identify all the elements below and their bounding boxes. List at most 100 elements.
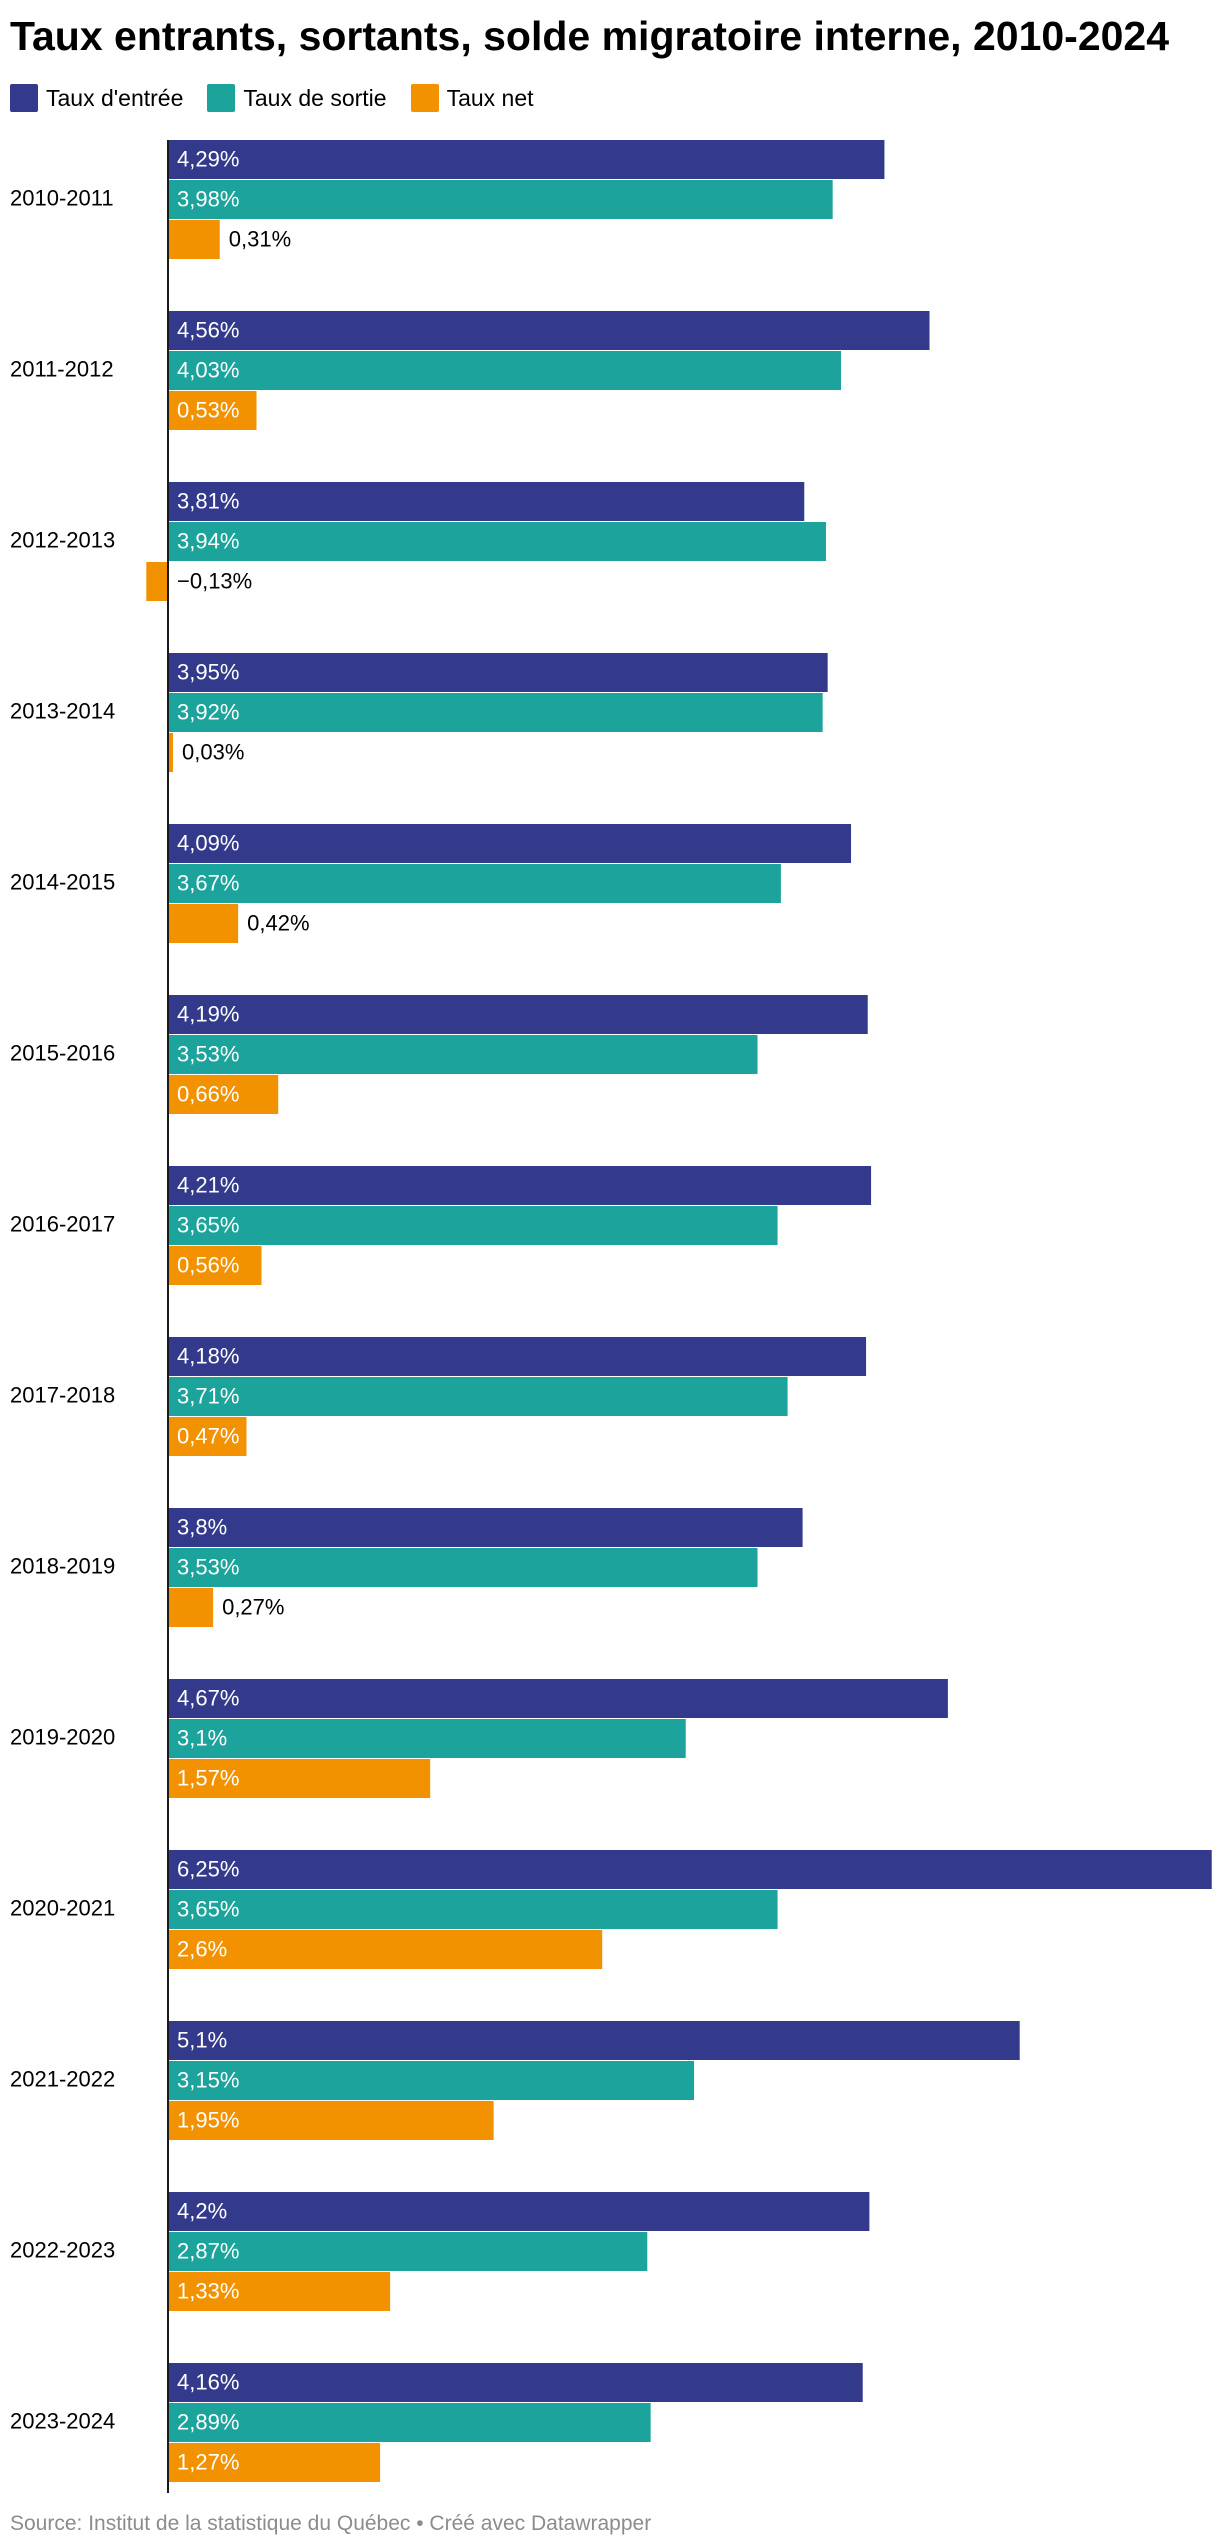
bar (168, 311, 930, 350)
bar (168, 1337, 867, 1376)
bar (168, 653, 828, 692)
bar (168, 733, 174, 772)
legend: Taux d'entrée Taux de sortie Taux net (10, 82, 558, 114)
value-label: 0,31% (229, 226, 291, 251)
value-label: 4,67% (177, 1685, 239, 1710)
category-label: 2013-2014 (10, 698, 115, 723)
bar (168, 1588, 214, 1627)
bar (168, 482, 805, 521)
bar (168, 2101, 494, 2140)
category-label: 2012-2013 (10, 527, 115, 552)
legend-label: Taux d'entrée (46, 84, 184, 111)
value-label: 3,71% (177, 1383, 239, 1408)
bar (168, 1930, 603, 1969)
value-label: 0,27% (222, 1594, 284, 1619)
bar (168, 391, 257, 430)
value-label: 3,92% (177, 699, 239, 724)
legend-item: Taux d'entrée (10, 84, 183, 112)
legend-label: Taux net (446, 84, 534, 111)
bar (168, 1206, 778, 1245)
category-label: 2010-2011 (10, 185, 114, 210)
legend-label: Taux de sortie (243, 84, 387, 111)
category-label: 2023-2024 (10, 2408, 115, 2433)
source-note: Source: Institut de la statistique du Qu… (10, 2512, 652, 2535)
chart-title: Taux entrants, sortants, solde migratoir… (10, 13, 1170, 59)
category-label: 2018-2019 (10, 1553, 115, 1578)
value-label: −0,13% (177, 568, 252, 593)
value-label: 3,53% (177, 1041, 239, 1066)
bar (168, 1166, 872, 1205)
category-label: 2017-2018 (10, 1382, 115, 1407)
legend-swatch (207, 84, 236, 112)
value-label: 6,25% (177, 1856, 239, 1881)
value-label: 3,1% (177, 1725, 227, 1750)
bar (168, 995, 868, 1034)
value-label: 4,29% (177, 146, 239, 171)
value-label: 3,65% (177, 1896, 239, 1921)
legend-item: Taux net (410, 84, 534, 112)
category-label: 2020-2021 (10, 1895, 115, 1920)
bar (168, 1850, 1212, 1889)
legend-item: Taux de sortie (207, 84, 387, 112)
bar (168, 1377, 788, 1416)
legend-swatch (410, 84, 439, 112)
bar (168, 2061, 695, 2100)
bar (168, 1759, 431, 1798)
value-label: 2,89% (177, 2409, 239, 2434)
value-label: 0,47% (177, 1423, 239, 1448)
bar (168, 351, 842, 390)
bar (168, 1075, 279, 1114)
value-label: 2,6% (177, 1936, 227, 1961)
bar (168, 1679, 948, 1718)
value-label: 2,87% (177, 2238, 239, 2263)
bar (168, 1890, 778, 1929)
bar (168, 2232, 648, 2271)
value-label: 4,56% (177, 317, 239, 342)
value-label: 4,16% (177, 2369, 239, 2394)
bar (168, 693, 823, 732)
value-label: 0,56% (177, 1252, 239, 1277)
category-label: 2016-2017 (10, 1211, 115, 1236)
value-label: 3,98% (177, 186, 239, 211)
value-label: 4,18% (177, 1343, 239, 1368)
category-label: 2011-2012 (10, 356, 114, 381)
value-label: 4,09% (177, 830, 239, 855)
value-label: 4,2% (177, 2198, 227, 2223)
category-label: 2022-2023 (10, 2237, 115, 2262)
value-label: 5,1% (177, 2027, 227, 2052)
value-label: 3,8% (177, 1514, 227, 1539)
value-label: 3,94% (177, 528, 239, 553)
bar (168, 2272, 391, 2311)
category-label: 2021-2022 (10, 2066, 115, 2091)
category-label: 2014-2015 (10, 869, 115, 894)
bar (168, 220, 220, 259)
bar (168, 904, 239, 943)
value-label: 1,57% (177, 1765, 239, 1790)
bar (168, 140, 885, 179)
value-label: 1,33% (177, 2278, 239, 2303)
category-label: 2015-2016 (10, 1040, 115, 1065)
bar (146, 562, 168, 601)
bar (168, 1035, 758, 1074)
value-label: 0,42% (247, 910, 309, 935)
bar (168, 2363, 863, 2402)
legend-swatch (10, 84, 38, 112)
bar (168, 864, 781, 903)
value-label: 4,03% (177, 357, 239, 382)
value-label: 3,53% (177, 1554, 239, 1579)
bar (168, 1508, 803, 1547)
value-label: 3,65% (177, 1212, 239, 1237)
bar (168, 2192, 870, 2231)
bar (168, 1417, 247, 1456)
bar (168, 180, 833, 219)
value-label: 0,66% (177, 1081, 239, 1106)
value-label: 3,67% (177, 870, 239, 895)
bar (168, 522, 826, 561)
value-label: 0,53% (177, 397, 239, 422)
value-label: 1,27% (177, 2449, 239, 2474)
bar (168, 1246, 262, 1285)
bar (168, 2443, 381, 2482)
value-label: 0,03% (182, 739, 244, 764)
bar (168, 1548, 758, 1587)
